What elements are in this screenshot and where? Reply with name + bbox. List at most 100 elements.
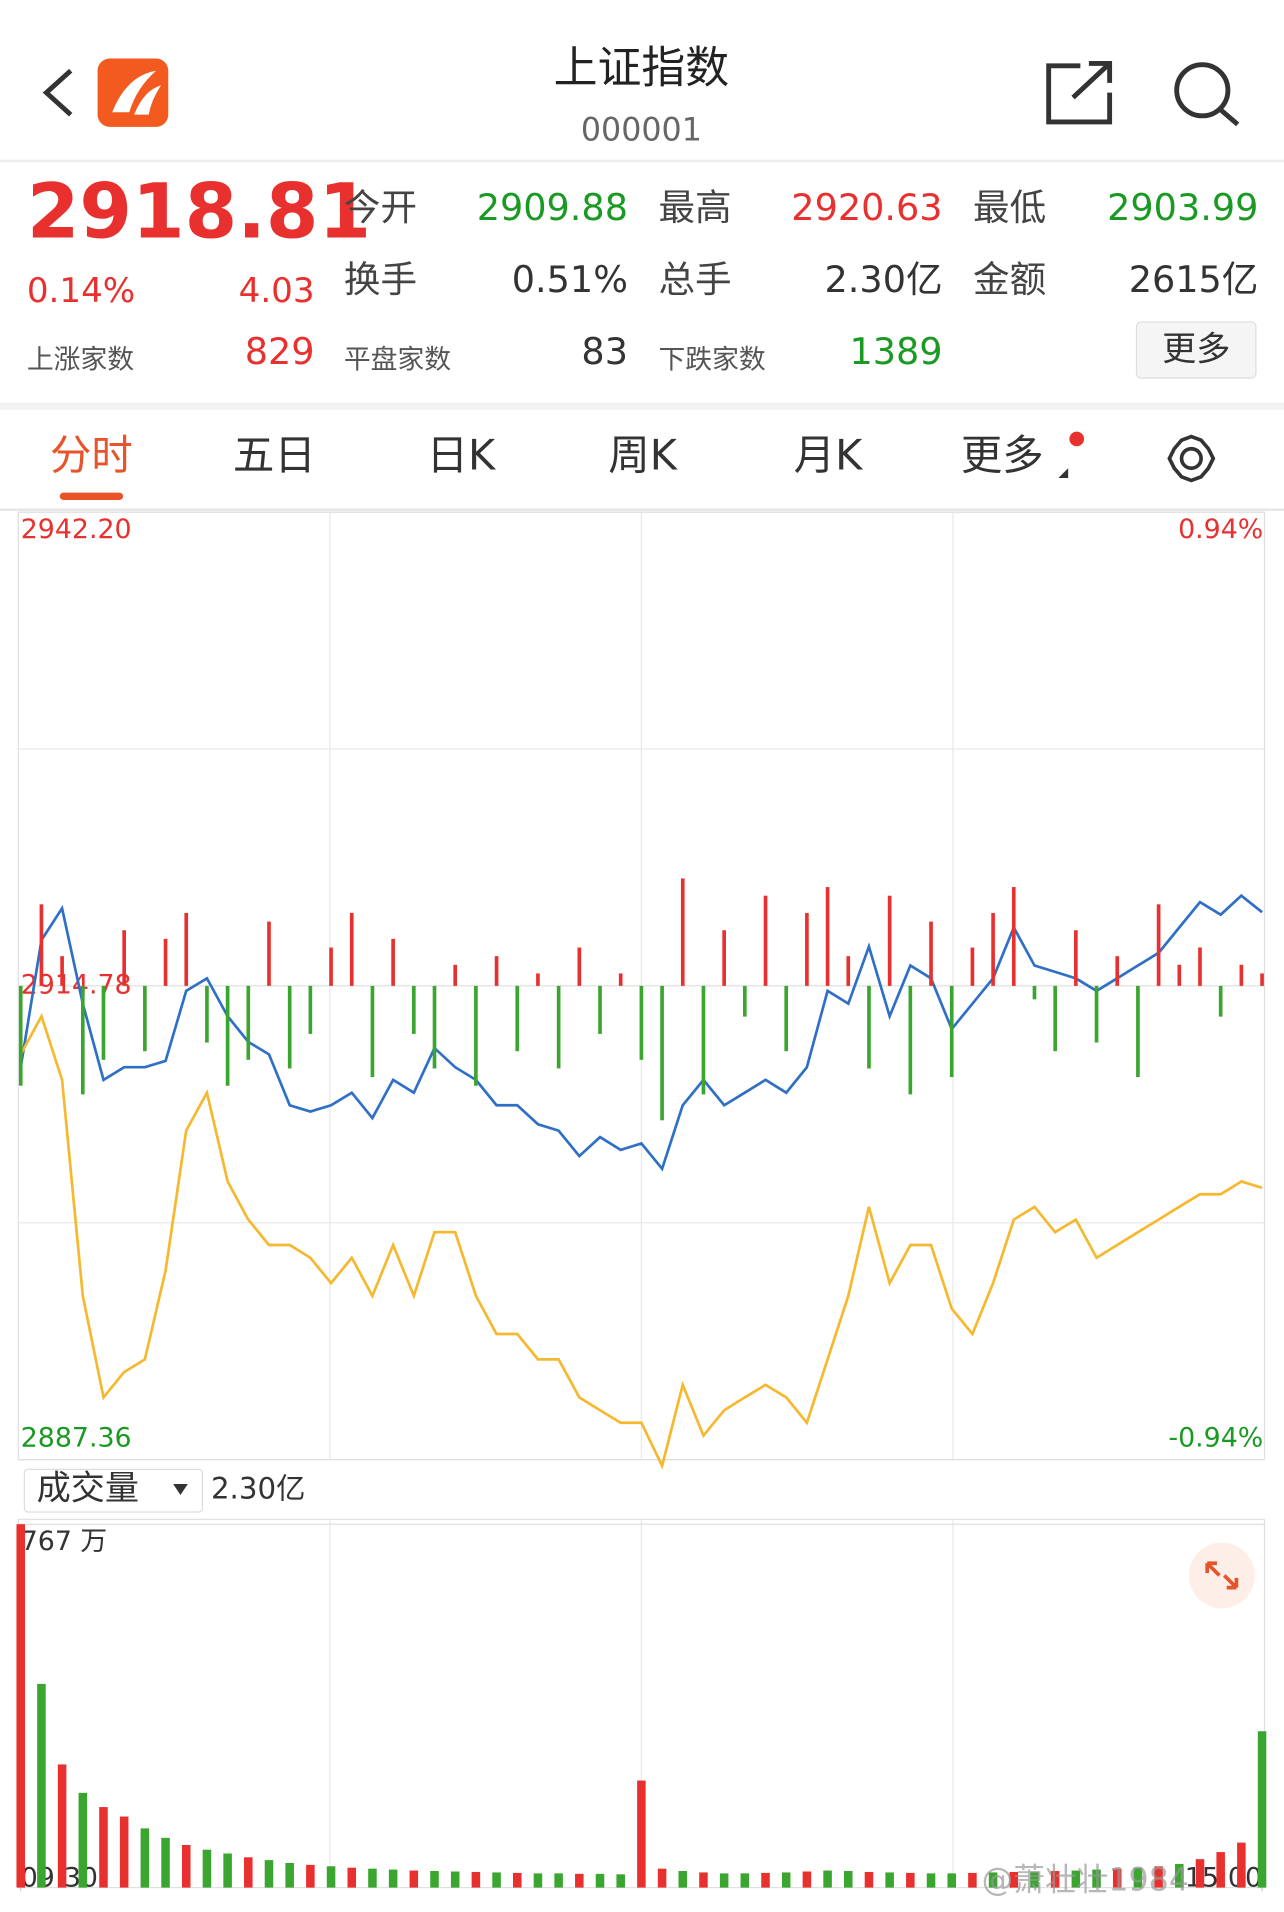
breadth-bar [143, 985, 147, 1052]
volume-bar [926, 1873, 936, 1888]
volume-bar [244, 1857, 253, 1888]
volume-bar [595, 1873, 605, 1888]
more-button-label[interactable]: 更多 [1162, 330, 1230, 370]
breadth-bar [1032, 985, 1037, 1000]
volume-bar [885, 1872, 894, 1888]
volume-bar [864, 1871, 874, 1888]
volume-bar [1112, 1868, 1122, 1888]
breadth-bar [80, 985, 85, 1095]
watermark: @萧壮壮1984 [982, 1863, 1189, 1899]
settings-button[interactable] [1167, 434, 1216, 483]
stats: 今开 2909.88 最高 2920.63 最低 2903.99 换手 0.51% 总手 2.30… [27, 186, 1259, 375]
breadth-bar [536, 973, 540, 986]
breadth-label: 下跌家数 [658, 344, 765, 375]
breadth-bar [618, 973, 623, 986]
change-percent: 0.14% [27, 271, 135, 311]
breadth-bar [18, 985, 23, 1086]
breadth-bar [1011, 887, 1016, 986]
tab[interactable]: 日K [427, 431, 497, 479]
breadth-bar [722, 930, 726, 986]
tab[interactable]: 分时 [50, 431, 133, 479]
breadth-bar [1074, 930, 1078, 986]
breadth-bar [556, 985, 561, 1069]
tab[interactable]: 月K [794, 431, 864, 479]
breadth-bar [453, 964, 458, 986]
breadth-bar [577, 947, 582, 986]
breadth-bar [60, 956, 64, 986]
share-button[interactable] [1046, 60, 1113, 125]
volume-bar [388, 1869, 398, 1888]
breadth-value: 829 [245, 330, 315, 373]
volume-bar [57, 1764, 67, 1888]
volume-bar [16, 1524, 25, 1888]
tab[interactable]: 五日 [233, 431, 316, 479]
breadth-bar [1094, 985, 1099, 1043]
breadth-bar [660, 985, 664, 1121]
breadth-bar [805, 912, 809, 986]
breadth-bar [598, 985, 602, 1034]
volume-bar [1071, 1870, 1081, 1888]
y2-tick-label: -0.94% [1168, 1422, 1263, 1453]
code: 000001 [581, 113, 702, 149]
breadth-bar [329, 947, 333, 986]
breadth-label: 平盘家数 [344, 344, 451, 375]
volume-bar [947, 1873, 956, 1888]
volume-bar [471, 1871, 481, 1888]
price-line [19, 1012, 1263, 1470]
stat-label: 最低 [973, 186, 1046, 229]
volume-bar [823, 1870, 832, 1888]
stat-label: 换手 [344, 258, 417, 301]
search-button[interactable] [1174, 62, 1240, 127]
volume-bar [326, 1866, 336, 1888]
volume-bar [575, 1873, 584, 1888]
stat-value: 0.51% [512, 258, 628, 301]
volume-bar [264, 1860, 274, 1888]
volume-bar [657, 1868, 667, 1888]
volume-bar [161, 1837, 170, 1888]
indicator-selector[interactable] [23, 1468, 204, 1513]
volume-bar [761, 1872, 770, 1888]
volume-bar [968, 1872, 977, 1888]
tab[interactable]: 周K [608, 431, 678, 479]
volume-bar [1154, 1866, 1163, 1888]
indicator-label[interactable]: 成交量 [37, 1469, 139, 1509]
y-tick-label: 2942.20 [21, 514, 132, 545]
volume-bar [512, 1872, 522, 1888]
breadth-bar [122, 930, 127, 986]
breadth-bar [1136, 985, 1140, 1078]
y-tick-label: 767 万 [21, 1526, 108, 1557]
badge-dot [1069, 431, 1085, 447]
volume-bar [1195, 1859, 1205, 1888]
volume-bar [699, 1872, 708, 1888]
volume-bar [181, 1844, 191, 1888]
breadth-bar [411, 985, 416, 1034]
breadth-bar [867, 985, 871, 1069]
volume-bar [202, 1849, 212, 1888]
tab[interactable]: 更多 [961, 431, 1044, 479]
breadth-bar [1218, 985, 1223, 1017]
divider [0, 402, 1284, 410]
breadth-bar [494, 956, 499, 986]
volume-bar [616, 1874, 625, 1888]
volume-bar [306, 1864, 315, 1888]
more-button[interactable] [1135, 321, 1257, 379]
app-logo[interactable] [97, 58, 169, 127]
stat-label: 总手 [658, 258, 731, 301]
volume-bar [1050, 1871, 1060, 1888]
breadth-bar [1239, 964, 1244, 986]
breadth-bar [763, 895, 768, 986]
expand-button[interactable] [1188, 1542, 1255, 1609]
breadth-bar [163, 938, 168, 986]
volume-bar [637, 1780, 646, 1888]
volume-bar [140, 1828, 150, 1888]
breadth-bar [515, 985, 520, 1052]
breadth-bar [784, 985, 789, 1052]
stat-label: 最高 [658, 186, 731, 229]
breadth-bar [287, 985, 292, 1069]
breadth-bar [701, 985, 706, 1095]
title: 上证指数 [554, 43, 730, 94]
back-button[interactable] [42, 68, 73, 117]
breadth-bar [846, 956, 851, 986]
breadth-bar [908, 985, 913, 1095]
